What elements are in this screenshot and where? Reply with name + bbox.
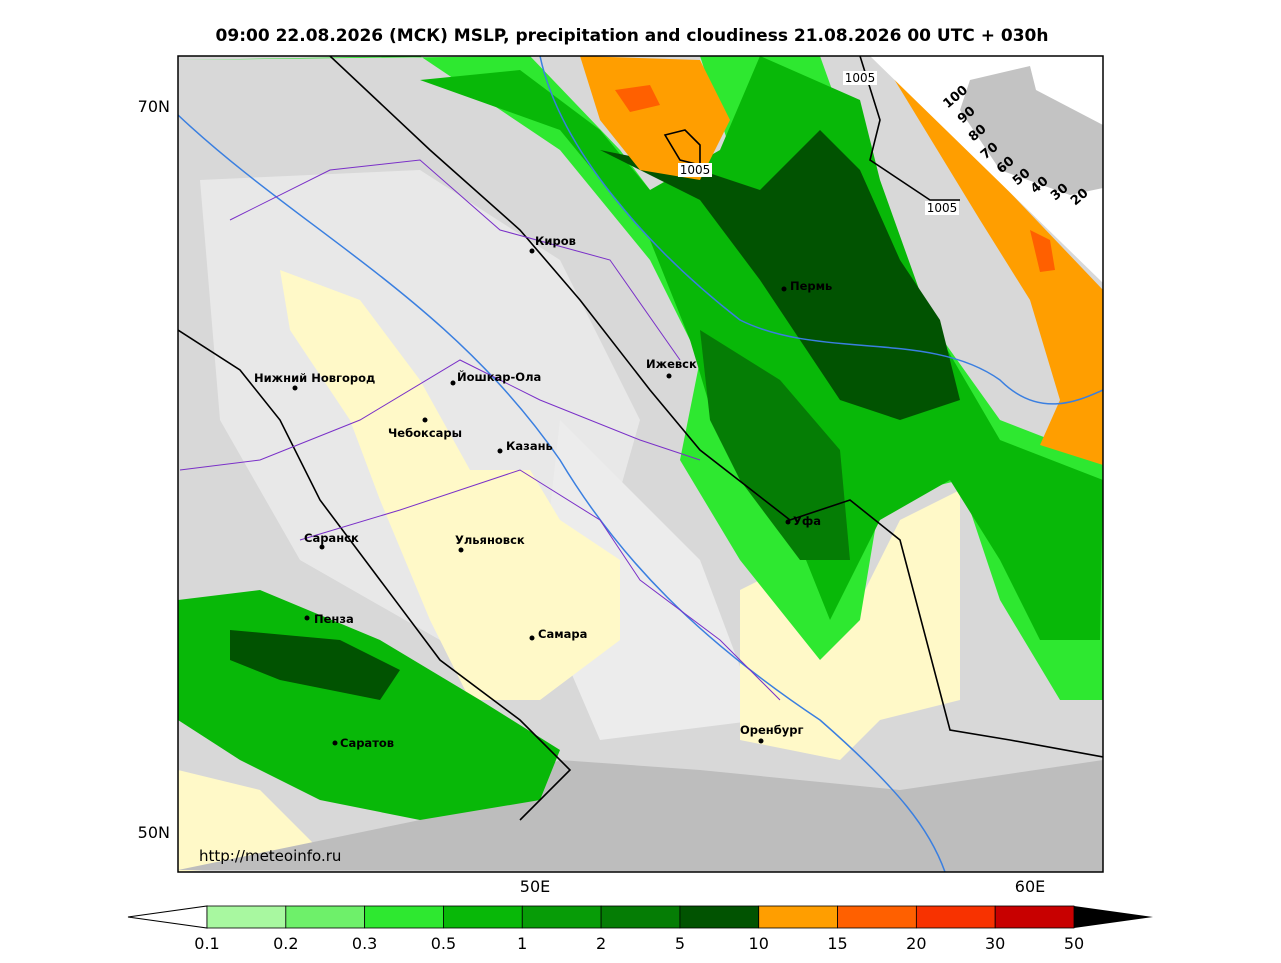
city-marker — [292, 385, 298, 391]
isobar-label: 1005 — [680, 163, 711, 177]
city-label: Нижний Новгород — [254, 371, 375, 385]
city-label: Чебоксары — [388, 426, 462, 440]
lat-label: 70N — [138, 97, 170, 116]
city-marker — [781, 286, 787, 292]
city-marker — [529, 635, 535, 641]
colorbar-swatch — [679, 905, 760, 929]
colorbar-swatch — [600, 905, 681, 929]
colorbar-tick-label: 1 — [517, 934, 527, 953]
city-label: Оренбург — [740, 723, 804, 737]
city-label: Самара — [538, 627, 587, 641]
city-marker — [529, 248, 535, 254]
colorbar-tick-label: 50 — [1064, 934, 1084, 953]
lon-label: 50E — [520, 877, 550, 896]
city-marker — [666, 373, 672, 379]
city-label: Ижевск — [646, 357, 697, 371]
colorbar-tick-label: 30 — [985, 934, 1005, 953]
isobar-label: 1005 — [927, 201, 958, 215]
city-label: Ульяновск — [455, 533, 525, 547]
lon-label: 60E — [1015, 877, 1045, 896]
colorbar-tick-label: 0.5 — [431, 934, 456, 953]
city-marker — [458, 547, 464, 553]
colorbar-tick-label: 2 — [596, 934, 606, 953]
colorbar-swatch — [915, 905, 996, 929]
map — [177, 55, 1104, 873]
city-marker — [332, 740, 338, 746]
colorbar-swatch — [206, 905, 287, 929]
city-marker — [319, 544, 325, 550]
colorbar-tick-label: 15 — [827, 934, 847, 953]
colorbar-tick-label: 5 — [675, 934, 685, 953]
isobar-label: 1005 — [845, 71, 876, 85]
isobar-label-bg — [678, 163, 712, 177]
city-label: Пенза — [314, 612, 354, 626]
colorbar-tick-label: 0.1 — [194, 934, 219, 953]
city-label: Уфа — [793, 514, 821, 528]
city-label: Киров — [535, 234, 576, 248]
colorbar-tick-label: 0.3 — [352, 934, 377, 953]
city-label: Пермь — [790, 279, 832, 293]
colorbar-swatch — [521, 905, 602, 929]
colorbar-tick-label: 0.2 — [273, 934, 298, 953]
city-label: Саранск — [304, 531, 359, 545]
city-marker — [785, 519, 791, 525]
lat-label: 50N — [138, 823, 170, 842]
colorbar-swatch — [285, 905, 366, 929]
title: 09:00 22.08.2026 (МСК) MSLP, precipitati… — [216, 26, 1049, 46]
city-label: Саратов — [340, 736, 394, 750]
city-marker — [758, 738, 764, 744]
city-label: Казань — [506, 439, 553, 453]
colorbar-swatch — [443, 905, 523, 929]
colorbar-swatch — [364, 905, 444, 929]
city-marker — [450, 380, 456, 386]
url: http://meteoinfo.ru — [199, 847, 341, 865]
city-marker — [304, 615, 310, 621]
city-marker — [422, 417, 428, 423]
colorbar-swatch — [758, 905, 838, 929]
colorbar-swatch — [837, 905, 917, 929]
colorbar-swatch — [994, 905, 1075, 929]
city-marker — [497, 448, 503, 454]
colorbar-tick-label: 10 — [749, 934, 769, 953]
isobar-label-bg — [843, 71, 877, 85]
city-label: Йошкар-Ола — [457, 369, 541, 384]
isobar-label-bg — [925, 201, 959, 215]
colorbar-tick-label: 20 — [906, 934, 926, 953]
